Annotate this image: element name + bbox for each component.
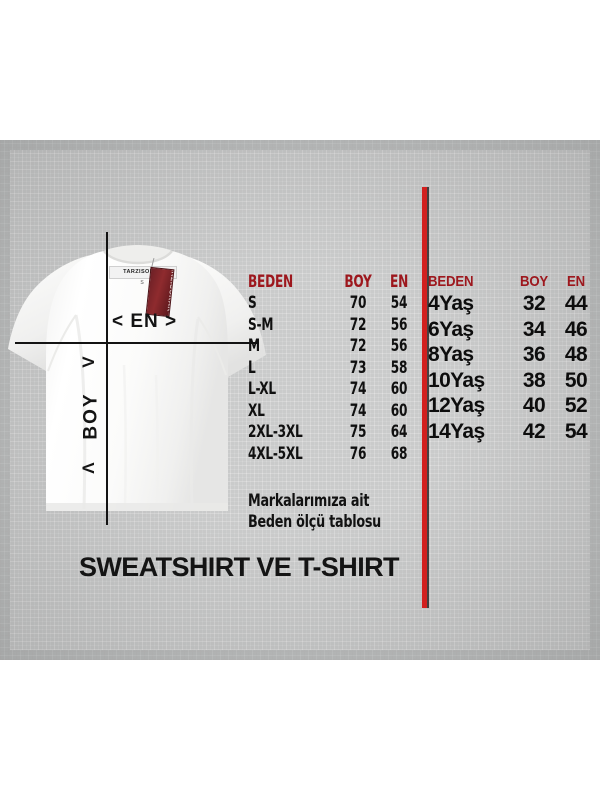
adult-en: 68 bbox=[390, 443, 408, 463]
table-header-row: BEDEN BOY EN bbox=[248, 272, 418, 292]
adult-size: XL bbox=[248, 400, 265, 420]
kids-boy: 38 bbox=[522, 368, 546, 392]
kids-size: 8Yaş bbox=[428, 343, 474, 366]
adult-en: 56 bbox=[390, 336, 408, 355]
table-row: L 73 58 bbox=[248, 357, 418, 379]
table-header-row: BEDEN BOY EN bbox=[428, 272, 596, 291]
kids-size: 14Yaş bbox=[428, 419, 485, 443]
adult-en: 58 bbox=[390, 357, 408, 377]
adult-size-table-grid: BEDEN BOY EN S 70 54 S-M 72 56 M bbox=[248, 272, 418, 464]
table-row: L-XL 74 60 bbox=[248, 378, 418, 400]
kids-boy: 32 bbox=[522, 292, 546, 315]
tshirt-photo bbox=[6, 245, 268, 517]
measure-length-label-text: BOY bbox=[81, 392, 102, 440]
adult-boy: 74 bbox=[349, 379, 367, 398]
adult-en: 64 bbox=[390, 422, 408, 441]
adult-boy: 72 bbox=[349, 314, 367, 334]
kids-size: 12Yaş bbox=[428, 394, 485, 417]
adult-en: 60 bbox=[390, 400, 408, 420]
kids-size-table-grid: BEDEN BOY EN 4Yaş 32 44 6Yaş 34 46 8Yaş bbox=[428, 272, 596, 444]
kids-size: 10Yaş bbox=[428, 368, 485, 392]
adult-size: M bbox=[248, 336, 260, 355]
adult-size: S-M bbox=[248, 314, 274, 334]
table-row: 4XL-5XL 76 68 bbox=[248, 443, 418, 465]
adult-size: L bbox=[248, 357, 256, 377]
adult-en: 60 bbox=[390, 379, 408, 398]
caption-line-2: Beden ölçü tablosu bbox=[248, 512, 382, 531]
adult-header-boy: BOY bbox=[344, 272, 372, 291]
adult-size: 4XL-5XL bbox=[248, 443, 303, 463]
adult-boy: 75 bbox=[349, 422, 367, 441]
adult-size: S bbox=[248, 293, 257, 312]
measure-length-arrow-up-icon: Λ bbox=[78, 356, 98, 368]
table-row: 12Yaş 40 52 bbox=[428, 393, 596, 419]
kids-boy: 40 bbox=[522, 394, 546, 417]
adult-size-table: BEDEN BOY EN S 70 54 S-M 72 56 M bbox=[248, 272, 418, 464]
adult-en: 56 bbox=[390, 314, 408, 334]
table-row: 10Yaş 38 50 bbox=[428, 368, 596, 394]
kids-size: 6Yaş bbox=[428, 317, 474, 341]
kids-header-en: EN bbox=[567, 273, 585, 290]
table-row: M 72 56 bbox=[248, 335, 418, 357]
adult-boy: 73 bbox=[349, 357, 367, 377]
kids-en: 52 bbox=[564, 394, 588, 417]
measure-horizontal-line bbox=[15, 342, 259, 344]
kids-boy: 34 bbox=[522, 317, 546, 341]
kids-en: 48 bbox=[564, 343, 588, 366]
adult-size: L-XL bbox=[248, 379, 276, 398]
measure-length-label: BOY bbox=[78, 352, 106, 480]
table-row: 4Yaş 32 44 bbox=[428, 291, 596, 317]
collar-size-label: S bbox=[140, 280, 144, 286]
red-vertical-divider bbox=[422, 187, 427, 608]
table-row: 8Yaş 36 48 bbox=[428, 342, 596, 368]
adult-en: 54 bbox=[390, 293, 408, 312]
adult-header-en: EN bbox=[389, 272, 409, 291]
kids-en: 50 bbox=[564, 368, 588, 392]
measure-width-label: < EN > bbox=[112, 311, 178, 332]
adult-boy: 72 bbox=[349, 336, 367, 355]
adult-boy: 74 bbox=[349, 400, 367, 420]
kids-boy: 42 bbox=[522, 419, 546, 443]
caption-block: Markalarımıza ait Beden ölçü tablosu bbox=[248, 490, 438, 532]
kids-boy: 36 bbox=[522, 343, 546, 366]
adult-boy: 76 bbox=[349, 443, 367, 463]
table-row: S-M 72 56 bbox=[248, 314, 418, 336]
table-row: 6Yaş 34 46 bbox=[428, 317, 596, 343]
kids-size-table: BEDEN BOY EN 4Yaş 32 44 6Yaş 34 46 8Yaş bbox=[428, 272, 596, 444]
adult-header-beden: BEDEN bbox=[248, 272, 293, 291]
measure-length-arrow-down-icon: V bbox=[78, 462, 98, 474]
hangtag: TARZISOKAK bbox=[145, 266, 175, 318]
caption-line-1: Markalarımıza ait bbox=[248, 491, 370, 510]
tshirt-illustration bbox=[8, 245, 266, 511]
kids-en: 46 bbox=[564, 317, 588, 341]
adult-size: 2XL-3XL bbox=[248, 422, 303, 441]
page-title: SWEATSHIRT VE T-SHIRT bbox=[79, 552, 400, 582]
kids-header-boy: BOY bbox=[519, 273, 549, 290]
adult-boy: 70 bbox=[349, 293, 367, 312]
kids-size: 4Yaş bbox=[428, 292, 474, 315]
table-row: S 70 54 bbox=[248, 292, 418, 314]
kids-header-beden: BEDEN bbox=[428, 273, 474, 290]
table-row: 2XL-3XL 75 64 bbox=[248, 421, 418, 443]
table-row: 14Yaş 42 54 bbox=[428, 419, 596, 445]
kids-en: 54 bbox=[564, 419, 588, 443]
table-row: XL 74 60 bbox=[248, 400, 418, 422]
measure-vertical-line bbox=[106, 232, 108, 525]
kids-en: 44 bbox=[564, 292, 588, 315]
